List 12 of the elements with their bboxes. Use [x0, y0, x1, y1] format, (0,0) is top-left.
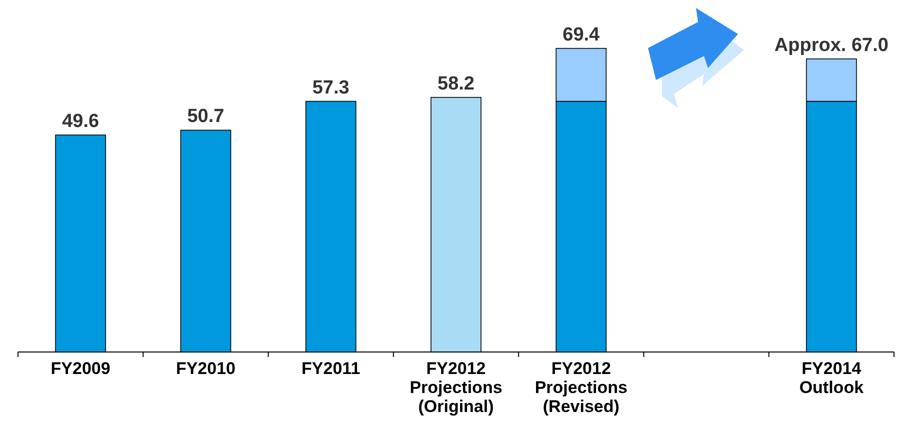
total-label: 69.4: [562, 24, 600, 46]
data-label: 58.2: [438, 73, 474, 94]
data-label: 50.7: [187, 106, 224, 128]
x-tick-label: FY2010: [176, 359, 236, 378]
data-label: 49.6: [62, 110, 100, 132]
data-label: 57.3: [312, 77, 350, 98]
x-tick-label: FY2014 Outlook: [799, 359, 864, 397]
x-tick-label: FY2011: [302, 359, 360, 378]
x-tick-label: FY2009: [50, 359, 110, 378]
x-tick-label: FY2012 Projections (Original): [410, 359, 502, 416]
total-label: Approx. 67.0: [774, 34, 888, 56]
x-tick-label: FY2012 Projections (Revised): [534, 359, 628, 416]
